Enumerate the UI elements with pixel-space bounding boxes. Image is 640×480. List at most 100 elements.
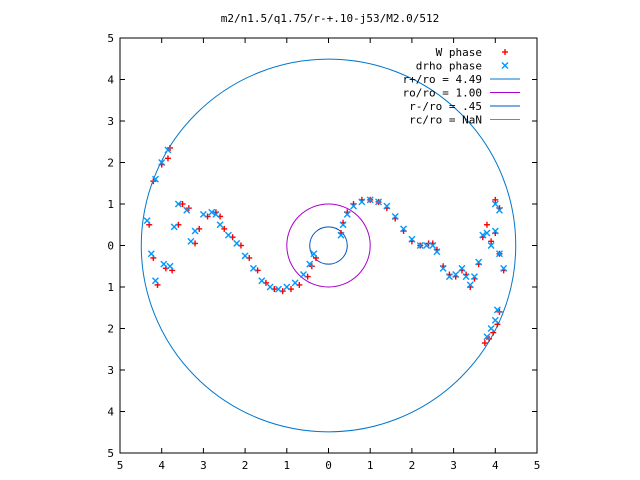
legend-label: rc/ro = NaN <box>409 114 482 127</box>
y-tick-label: 3 <box>107 364 114 377</box>
drho-phase-point <box>493 306 501 314</box>
drho-phase-point <box>445 273 453 281</box>
drho-phase-point <box>160 260 168 268</box>
drho-phase-point <box>487 242 495 249</box>
drho-phase-point <box>166 262 174 270</box>
y-tick-label: 3 <box>107 115 114 128</box>
drho-phase-point <box>491 200 499 208</box>
drho-phase-point <box>208 208 216 216</box>
x-tick-label: 1 <box>283 459 290 472</box>
drho-phase-point <box>375 198 383 206</box>
circle-1 <box>286 203 371 288</box>
drho-phase-point <box>429 242 437 249</box>
x-tick-label: 2 <box>242 459 249 472</box>
drho-phase-point <box>266 283 274 291</box>
drho-phase-point <box>452 271 460 279</box>
y-tick-label: 2 <box>107 323 114 336</box>
drho-phase-point <box>233 239 241 247</box>
drho-phase-point <box>479 231 487 239</box>
legend-marker <box>502 49 508 55</box>
drho-phase-point <box>241 252 249 260</box>
drho-phase-point <box>337 231 345 239</box>
drho-phase-point <box>470 273 478 281</box>
y-tick-label: 4 <box>107 406 114 419</box>
drho-phase-point <box>491 316 499 324</box>
x-tick-label: 1 <box>367 459 374 472</box>
x-tick-label: 4 <box>492 459 499 472</box>
legend-label: r-/ro = .45 <box>409 100 482 113</box>
reference-circles <box>140 58 517 433</box>
drho-phase-point <box>283 283 291 291</box>
w-phase-point <box>221 225 228 232</box>
drho-phase-point <box>339 221 347 229</box>
y-tick-label: 1 <box>107 281 114 294</box>
data-points <box>143 144 508 347</box>
circle-4.49 <box>140 58 517 433</box>
x-tick-label: 4 <box>158 459 165 472</box>
drho-phase-point <box>487 325 495 332</box>
y-tick-label: 2 <box>107 157 114 170</box>
drho-phase-point <box>216 221 224 229</box>
drho-phase-point <box>466 281 474 289</box>
drho-phase-point <box>191 227 199 235</box>
drho-phase-point <box>475 258 483 266</box>
legend-label: W phase <box>436 46 482 59</box>
drho-phase-point <box>500 264 508 272</box>
drho-phase-point <box>358 198 366 206</box>
drho-phase-point <box>183 206 191 214</box>
drho-phase-point <box>299 271 307 279</box>
legend-marker <box>501 62 509 69</box>
legend-label: r+/ro = 4.49 <box>403 73 482 86</box>
drho-phase-point <box>164 146 172 154</box>
drho-phase-point <box>274 285 282 293</box>
x-tick-label: 2 <box>409 459 416 472</box>
drho-phase-point <box>483 333 491 341</box>
drho-phase-point <box>310 250 318 258</box>
drho-phase-point <box>495 206 503 214</box>
legend-label: drho phase <box>416 60 482 73</box>
drho-phase-point <box>458 264 466 272</box>
drho-phase-point <box>306 260 314 268</box>
x-tick-label: 3 <box>200 459 207 472</box>
drho-phase-point <box>343 210 351 218</box>
drho-phase-point <box>462 273 470 281</box>
x-tick-label: 5 <box>534 459 541 472</box>
drho-phase-point <box>483 229 491 237</box>
drho-phase-point <box>249 264 257 272</box>
drho-phase-point <box>491 227 499 235</box>
x-tick-label: 3 <box>450 459 457 472</box>
drho-phase-point <box>439 264 447 272</box>
drho-phase-point <box>212 210 220 218</box>
drho-phase-point <box>416 242 424 249</box>
w-phase-point <box>488 238 495 245</box>
drho-phase-point <box>187 237 195 245</box>
drho-phase-point <box>400 225 408 233</box>
y-tick-label: 0 <box>107 240 114 253</box>
drho-phase-point <box>350 202 358 210</box>
drho-phase-point <box>495 250 503 258</box>
x-tick-label: 0 <box>325 459 332 472</box>
drho-phase-point <box>143 217 151 225</box>
x-tick-label: 5 <box>117 459 124 472</box>
drho-phase-point <box>199 210 207 218</box>
drho-phase-point <box>291 279 299 287</box>
y-tick-label: 4 <box>107 74 114 87</box>
w-phase-point <box>179 201 186 207</box>
legend-label: ro/ro = 1.00 <box>403 87 482 100</box>
drho-phase-point <box>224 231 232 239</box>
drho-phase-point <box>383 202 391 210</box>
y-tick-label: 5 <box>107 447 114 460</box>
drho-phase-point <box>170 223 178 231</box>
drho-phase-point <box>174 200 182 208</box>
drho-phase-point <box>147 250 155 258</box>
drho-phase-point <box>408 235 416 243</box>
drho-phase-point <box>258 277 266 285</box>
y-tick-label: 1 <box>107 198 114 211</box>
drho-phase-point <box>151 175 159 183</box>
drho-phase-point <box>366 196 374 204</box>
circle-0.45 <box>309 226 348 265</box>
w-phase-point <box>492 196 499 203</box>
w-phase-point <box>483 221 490 228</box>
